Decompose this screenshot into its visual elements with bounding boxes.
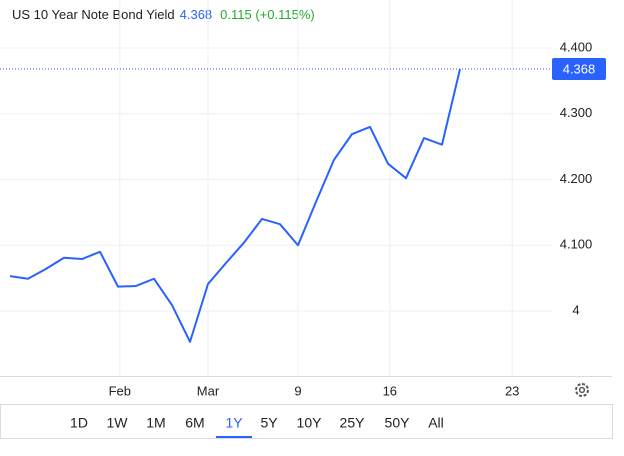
range-label[interactable]: 25Y xyxy=(340,415,366,431)
range-label[interactable]: 1M xyxy=(146,415,165,431)
range-button[interactable]: 5Y xyxy=(260,415,278,431)
range-label[interactable]: 10Y xyxy=(297,415,323,431)
y-tick-label: 4.300 xyxy=(560,105,593,120)
y-tick-label: 4 xyxy=(572,302,579,317)
price: 4.368 xyxy=(180,7,213,22)
range-label[interactable]: 6M xyxy=(185,415,204,431)
range-bar xyxy=(0,404,613,439)
chart-title: US 10 Year Note Bond Yield 4.368 0.115 (+0… xyxy=(12,7,315,22)
last-value-box xyxy=(552,58,606,81)
x-tick-label: 16 xyxy=(383,383,397,398)
range-label[interactable]: 1Y xyxy=(225,415,243,431)
range-label[interactable]: 1D xyxy=(70,415,88,431)
settings-gear[interactable] xyxy=(575,383,589,397)
range-button[interactable]: 50Y xyxy=(385,415,411,431)
range-button[interactable]: 6M xyxy=(185,415,204,431)
range-button[interactable]: 1Y xyxy=(216,415,252,438)
y-tick-label: 4.400 xyxy=(560,39,593,54)
y-tick-label: 4.100 xyxy=(560,237,593,252)
range-button[interactable]: 25Y xyxy=(340,415,366,431)
range-label[interactable]: 1W xyxy=(107,415,129,431)
range-label[interactable]: 5Y xyxy=(260,415,278,431)
last-value-label: 4.368 xyxy=(563,61,596,76)
y-tick-label: 4.200 xyxy=(560,171,593,186)
title-text: US 10 Year Note Bond Yield xyxy=(12,7,175,22)
change: 0.115 (+0.115%) xyxy=(220,7,315,22)
range-button[interactable]: 1W xyxy=(107,415,129,431)
x-tick-label: Mar xyxy=(197,383,220,398)
range-button[interactable]: All xyxy=(428,415,444,431)
x-tick-label: 9 xyxy=(294,383,301,398)
range-button[interactable]: 10Y xyxy=(297,415,323,431)
range-label[interactable]: All xyxy=(428,415,444,431)
range-button[interactable]: 1D xyxy=(70,415,88,431)
x-tick-label: Feb xyxy=(109,383,131,398)
yield-line xyxy=(9,68,461,343)
range-label[interactable]: 50Y xyxy=(385,415,411,431)
range-button[interactable]: 1M xyxy=(146,415,165,431)
x-tick-label: 23 xyxy=(505,383,519,398)
